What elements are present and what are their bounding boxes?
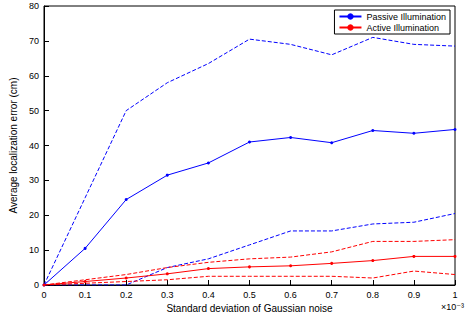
svg-text:30: 30 xyxy=(29,175,39,185)
svg-text:0: 0 xyxy=(41,290,46,300)
svg-text:40: 40 xyxy=(29,141,39,151)
svg-text:70: 70 xyxy=(29,36,39,46)
svg-text:80: 80 xyxy=(29,1,39,11)
svg-text:0: 0 xyxy=(34,280,39,290)
svg-text:Passive Illumination: Passive Illumination xyxy=(366,12,446,22)
svg-text:50: 50 xyxy=(29,106,39,116)
svg-text:Standard deviation of Gaussian: Standard deviation of Gaussian noise xyxy=(166,303,333,314)
svg-text:0.8: 0.8 xyxy=(367,290,380,300)
svg-text:0.1: 0.1 xyxy=(79,290,92,300)
svg-text:×10⁻³: ×10⁻³ xyxy=(441,302,464,312)
svg-text:0.5: 0.5 xyxy=(243,290,256,300)
svg-text:60: 60 xyxy=(29,71,39,81)
svg-text:Active Illumination: Active Illumination xyxy=(366,23,439,33)
svg-text:0.6: 0.6 xyxy=(284,290,297,300)
svg-text:10: 10 xyxy=(29,245,39,255)
svg-text:1: 1 xyxy=(452,290,457,300)
svg-text:0.3: 0.3 xyxy=(161,290,174,300)
svg-text:Average localization error (cm: Average localization error (cm) xyxy=(8,78,19,214)
svg-text:0.7: 0.7 xyxy=(325,290,338,300)
svg-text:0.4: 0.4 xyxy=(202,290,215,300)
svg-text:20: 20 xyxy=(29,210,39,220)
svg-text:0.9: 0.9 xyxy=(408,290,421,300)
svg-text:0.2: 0.2 xyxy=(120,290,133,300)
